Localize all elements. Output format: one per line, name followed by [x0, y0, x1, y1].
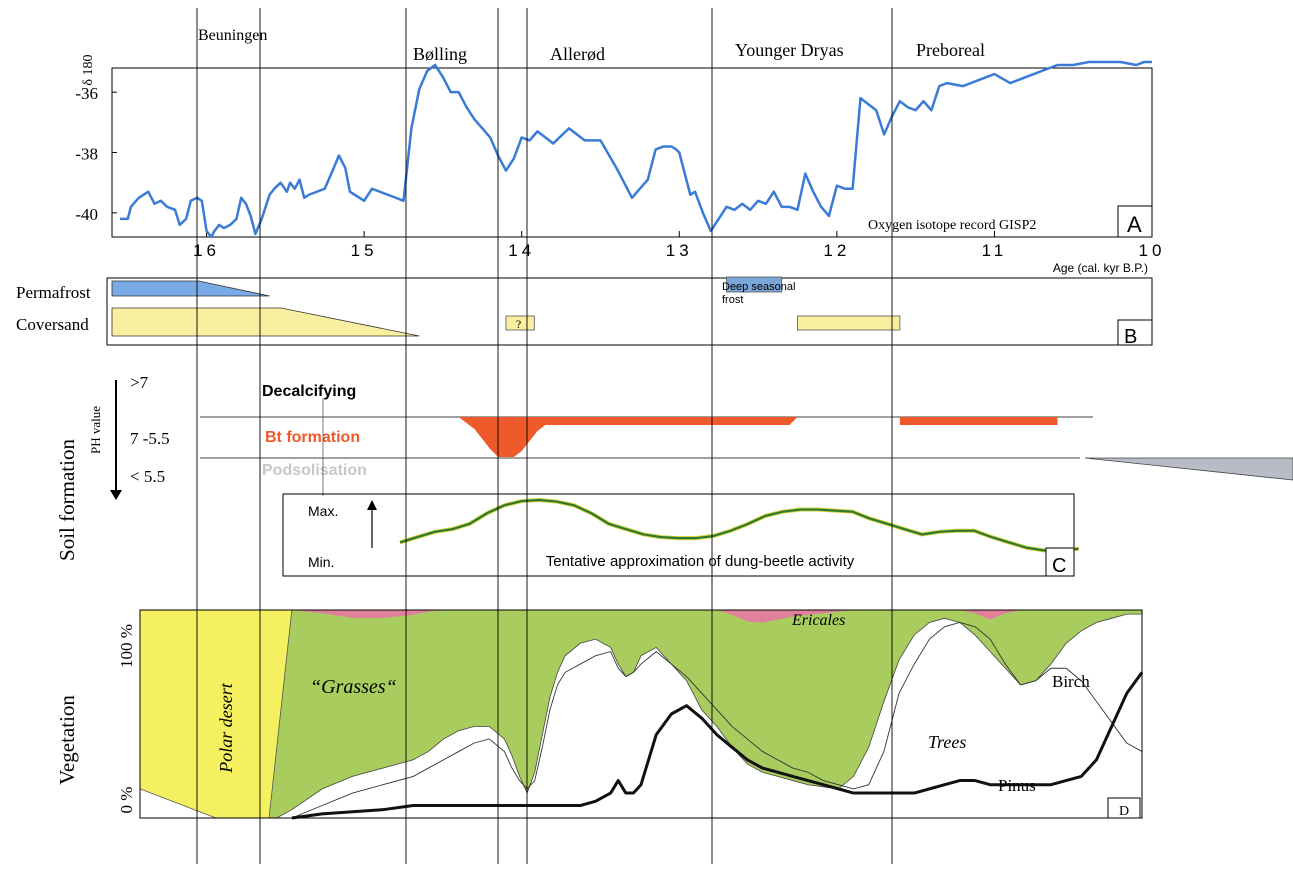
- trees-area: [139, 613, 1143, 819]
- y-tick-label: 0 %: [117, 787, 136, 814]
- panel-d-box: [1107, 797, 1141, 819]
- period-label: Younger Dryas: [735, 40, 844, 60]
- label-polar-desert: Polar desert: [216, 682, 236, 773]
- panel-a-xlabel: Age (cal. kyr B.P.): [1053, 261, 1148, 275]
- panel-c-box: [1045, 547, 1075, 577]
- pinus-line: [291, 671, 1144, 820]
- x-tick-label: 15: [351, 241, 378, 260]
- y-tick-label: -38: [75, 145, 98, 164]
- process-bt-formation: Bt formation: [265, 429, 360, 446]
- coversand-question-mark: ?: [516, 317, 521, 331]
- beetle-max-label: Max.: [308, 503, 338, 519]
- panel-b-frame: [106, 277, 1153, 346]
- period-label: Preboreal: [916, 40, 985, 60]
- beetle-line: [399, 498, 1079, 552]
- panel-b-label: B: [1124, 326, 1137, 348]
- ph-level: 7 -5.5: [130, 429, 170, 448]
- interval-taper: [111, 307, 420, 337]
- ph-level: >7: [130, 373, 149, 392]
- label-trees: Trees: [928, 732, 966, 752]
- y-tick-label: -36: [75, 84, 98, 103]
- beetle-min-label: Min.: [308, 554, 334, 570]
- ph-level: < 5.5: [130, 467, 165, 486]
- panel-a-box: [1117, 205, 1153, 238]
- x-tick-label: 16: [193, 241, 220, 260]
- x-tick-label: 10: [1139, 241, 1166, 260]
- ericales-area: [140, 610, 1142, 623]
- period-label: Allerød: [550, 44, 605, 64]
- panel-b-box: [1117, 319, 1153, 346]
- interval-taper: [111, 280, 270, 297]
- isotope-line: [119, 60, 1152, 239]
- panel-c-frame: [282, 493, 1075, 577]
- interval-block: [726, 276, 783, 293]
- beetle-arrow-head: [367, 500, 377, 510]
- panel-a-frame: [111, 67, 1153, 238]
- bt-formation-area: [458, 417, 798, 457]
- deep-frost-label-1: Deep seasonal: [722, 281, 795, 293]
- soil-formation-title: Soil formation: [55, 439, 79, 561]
- podsol-wedge: [1084, 457, 1293, 481]
- label-birch: Birch: [1052, 672, 1090, 691]
- process-podsolisation: Podsolisation: [262, 462, 367, 479]
- ph-axis-label: PH value: [88, 406, 103, 454]
- row-coversand-label: Coversand: [16, 315, 89, 334]
- panel-c-label: C: [1052, 555, 1066, 577]
- panel-a-title: Oxygen isotope record GISP2: [868, 218, 1036, 233]
- x-tick-label: 11: [982, 241, 1008, 260]
- period-label: Beuningen: [198, 27, 267, 44]
- beetle-title: Tentative approximation of dung-beetle a…: [546, 553, 855, 570]
- label-grasses: “Grasses“: [310, 676, 397, 698]
- x-tick-label: 14: [508, 241, 535, 260]
- process-decalcifying: Decalcifying: [262, 383, 356, 400]
- x-tick-label: 13: [666, 241, 693, 260]
- bt-formation-area: [899, 417, 1058, 425]
- row-permafrost-label: Permafrost: [16, 283, 91, 302]
- deep-frost-label-2: frost: [722, 294, 743, 306]
- panel-a-label: A: [1127, 212, 1142, 237]
- y-tick-label: 100 %: [117, 624, 136, 668]
- period-label: Bølling: [413, 44, 467, 64]
- panel-d-frame: [139, 609, 1143, 819]
- y-tick-label: -40: [75, 205, 98, 224]
- interval-block: [797, 315, 901, 331]
- ph-arrow-head: [110, 490, 122, 500]
- x-tick-label: 12: [823, 241, 850, 260]
- label-ericales: Ericales: [791, 612, 845, 629]
- birch-line: [291, 622, 1143, 819]
- panel-d-label: D: [1119, 804, 1129, 819]
- vegetation-title: Vegetation: [55, 695, 79, 785]
- label-pinus: Pinus: [998, 776, 1036, 795]
- panel-a-ylabel: δ 180: [81, 54, 96, 85]
